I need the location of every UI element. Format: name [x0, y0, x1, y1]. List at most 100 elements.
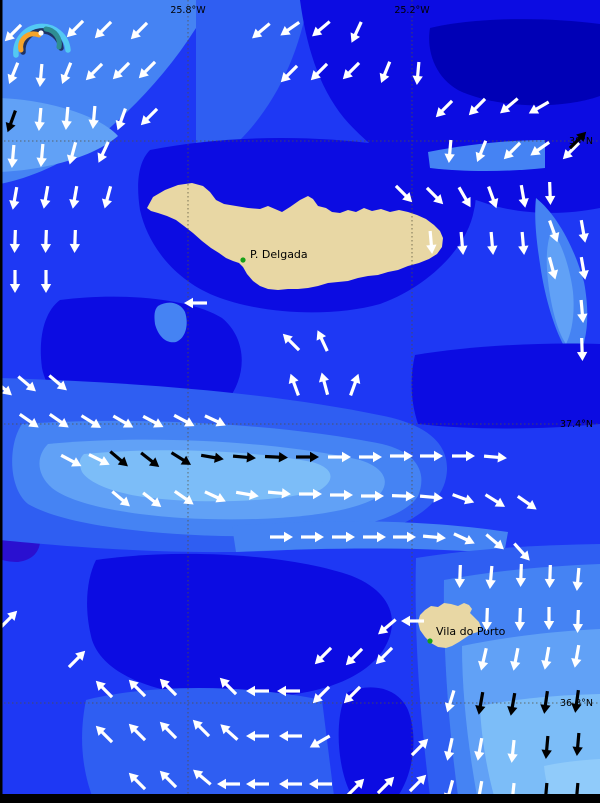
wind-arrow-shaft — [579, 219, 586, 236]
wind-arrow-head — [279, 778, 288, 790]
wind-arrow-shaft — [99, 20, 113, 34]
wind-arrow — [309, 778, 332, 790]
wind-arrow-head — [544, 195, 556, 205]
wind-arrow-head — [444, 153, 455, 163]
place-marker — [427, 638, 433, 644]
wind-arrow-head — [310, 70, 321, 81]
wind-arrow-head — [101, 198, 112, 209]
wind-arrow-shaft — [510, 692, 517, 709]
wind-arrow-head — [571, 658, 582, 668]
wind-arrow — [346, 778, 365, 797]
wind-arrow — [95, 680, 114, 699]
wind-arrow-head — [60, 73, 71, 85]
wind-arrow-head — [519, 550, 530, 561]
wind-arrow-head — [90, 418, 102, 428]
wind-arrow-shaft — [204, 414, 220, 424]
place-label: P. Delgada — [250, 248, 308, 261]
wind-arrow-head — [466, 450, 475, 462]
wind-arrow-shaft — [287, 338, 301, 352]
wind-arrow-shaft — [484, 493, 500, 505]
wind-arrow — [435, 99, 454, 118]
wind-arrow-shaft — [88, 453, 104, 463]
wind-arrow-head — [354, 778, 365, 789]
wind-arrow-shaft — [10, 62, 20, 78]
wind-arrow-head — [514, 621, 526, 631]
wind-arrow-head — [485, 579, 496, 589]
wind-arrow — [507, 739, 518, 763]
wind-arrow — [170, 451, 192, 465]
wind-arrow — [9, 186, 20, 210]
wind-arrow — [159, 770, 178, 789]
wind-arrow-shaft — [71, 19, 85, 33]
wind-arrow-shaft — [133, 777, 147, 791]
wind-arrow-shaft — [204, 490, 220, 500]
wind-arrow-head — [544, 578, 556, 588]
wind-arrow — [401, 615, 424, 627]
wind-arrow — [200, 452, 224, 463]
wind-arrow — [280, 20, 301, 36]
wind-arrow — [279, 778, 302, 790]
wind-arrow-shaft — [574, 644, 581, 661]
wind-arrow-shaft — [164, 775, 178, 789]
wind-arrow — [419, 492, 443, 503]
wind-arrow-head — [526, 500, 537, 510]
wind-arrow — [88, 105, 99, 129]
wind-arrow-head — [344, 489, 353, 501]
wind-arrow-head — [548, 269, 559, 280]
wind-arrow-shaft — [100, 141, 110, 157]
wind-arrow — [140, 451, 160, 468]
wind-arrow — [457, 231, 468, 255]
wind-arrow — [390, 450, 413, 462]
wind-arrow-shaft — [391, 494, 408, 498]
wind-arrow-shaft — [90, 62, 104, 76]
wind-arrow — [478, 647, 489, 671]
wind-arrow-head — [507, 753, 518, 763]
meteoblue-logo[interactable] — [13, 23, 71, 58]
wind-arrow-head — [5, 121, 16, 133]
wind-arrow-head — [95, 680, 106, 691]
wind-arrow — [343, 685, 362, 704]
wind-arrow — [475, 691, 486, 715]
wind-arrow-head — [309, 778, 318, 790]
wind-arrow-shaft — [10, 144, 16, 161]
wind-arrow-shaft — [353, 21, 363, 37]
wind-arrow-shaft — [17, 375, 31, 388]
grid-label-latitude: 37.4°N — [560, 419, 593, 430]
wind-arrow-head — [75, 650, 86, 661]
wind-arrow-shaft — [548, 220, 557, 236]
wind-arrow-shaft — [425, 186, 439, 200]
wind-arrow-head — [543, 621, 555, 630]
wind-arrow-shaft — [575, 567, 581, 584]
wind-arrow — [130, 21, 149, 40]
wind-speed-region — [79, 450, 331, 502]
wind-arrow-shaft — [485, 533, 499, 546]
logo-orange-arc-icon — [18, 31, 42, 53]
wind-arrow-head — [530, 146, 541, 156]
wind-arrow-head — [193, 769, 204, 780]
wind-arrow — [312, 20, 331, 37]
wind-arrow-shaft — [534, 100, 550, 111]
wind-arrow-shaft — [39, 143, 45, 160]
wind-arrow-shaft — [408, 779, 422, 793]
wind-arrow-shaft — [112, 414, 128, 425]
wind-arrow-head — [88, 119, 99, 129]
wind-arrow-head — [159, 770, 170, 781]
wind-arrow — [48, 374, 67, 391]
wind-arrow-head — [404, 450, 413, 462]
wind-arrow-head — [309, 738, 321, 748]
wind-arrow — [69, 185, 80, 209]
wind-arrow — [204, 414, 226, 427]
wind-speed-region — [544, 759, 600, 796]
wind-arrow-head — [66, 27, 77, 38]
wind-arrow-shaft — [394, 184, 408, 198]
wind-arrow — [544, 564, 556, 588]
wind-arrow — [515, 563, 527, 587]
wind-arrow-head — [184, 417, 195, 427]
wind-arrow-shaft — [485, 607, 489, 624]
logo-outer-arc-icon — [13, 23, 71, 58]
wind-arrow-head — [35, 77, 46, 87]
wind-arrow-shaft — [428, 230, 434, 247]
wind-arrow-shaft — [12, 186, 19, 203]
wind-arrow — [316, 330, 329, 352]
